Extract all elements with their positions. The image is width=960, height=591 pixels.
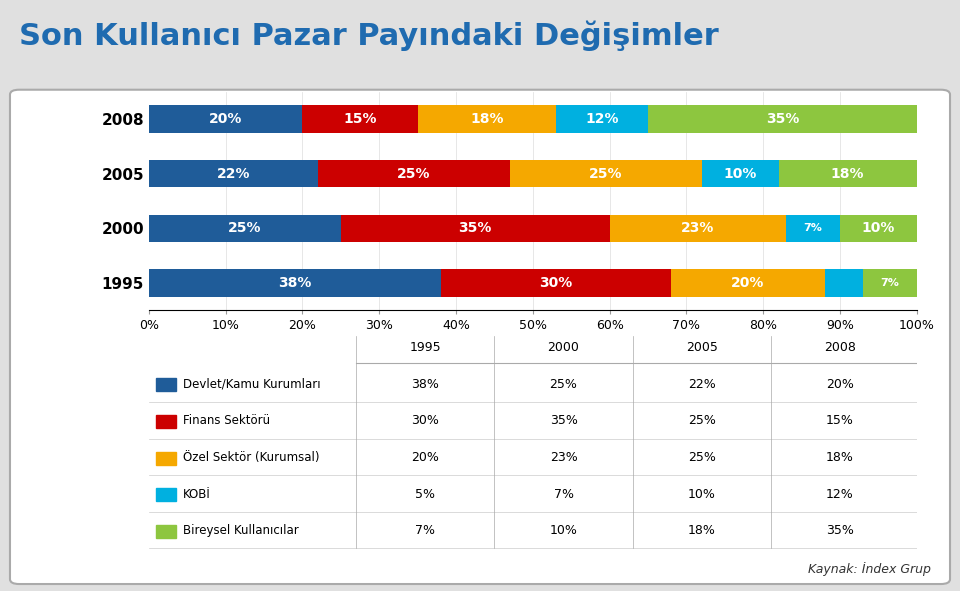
FancyBboxPatch shape (10, 90, 950, 584)
Bar (318, 160, 510, 187)
Text: 20%: 20% (209, 112, 242, 126)
Text: 38%: 38% (411, 378, 440, 391)
Text: 10%: 10% (862, 221, 895, 235)
Bar (610, 215, 786, 242)
Text: 7%: 7% (554, 488, 573, 501)
Bar (156, 488, 176, 501)
Text: 25%: 25% (228, 221, 261, 235)
Text: Bireysel Kullanıcılar: Bireysel Kullanıcılar (183, 524, 300, 537)
Text: 20%: 20% (732, 276, 764, 290)
Bar (149, 160, 318, 187)
Text: 22%: 22% (688, 378, 715, 391)
Text: Devlet/Kamu Kurumları: Devlet/Kamu Kurumları (183, 378, 321, 391)
Bar (863, 269, 917, 297)
Bar (156, 378, 176, 391)
Bar (779, 160, 917, 187)
Bar (510, 160, 702, 187)
Text: 10%: 10% (549, 524, 578, 537)
Text: 7%: 7% (804, 223, 823, 233)
Bar (786, 215, 840, 242)
Text: 30%: 30% (411, 414, 440, 427)
Text: 35%: 35% (459, 221, 492, 235)
Bar (648, 105, 917, 132)
Text: 2005: 2005 (685, 341, 718, 354)
Bar (302, 105, 418, 132)
Text: Özel Sektör (Kurumsal): Özel Sektör (Kurumsal) (183, 451, 320, 464)
Text: 25%: 25% (397, 167, 430, 181)
Text: 35%: 35% (766, 112, 799, 126)
Text: 18%: 18% (687, 524, 716, 537)
Text: 23%: 23% (550, 451, 577, 464)
Bar (149, 269, 441, 297)
Bar (702, 160, 779, 187)
Text: 20%: 20% (411, 451, 440, 464)
Bar (418, 105, 556, 132)
Text: 35%: 35% (826, 524, 854, 537)
Bar (149, 215, 341, 242)
Bar (825, 269, 863, 297)
Text: Finans Sektörü: Finans Sektörü (183, 414, 271, 427)
Bar (840, 215, 917, 242)
Text: 25%: 25% (687, 414, 716, 427)
Bar (156, 452, 176, 465)
Text: 15%: 15% (826, 414, 854, 427)
Text: 1995: 1995 (410, 341, 441, 354)
Bar (149, 105, 302, 132)
Bar (156, 525, 176, 538)
Text: 12%: 12% (827, 488, 853, 501)
Text: 18%: 18% (826, 451, 854, 464)
Text: 12%: 12% (586, 112, 618, 126)
Text: 25%: 25% (549, 378, 578, 391)
Text: 25%: 25% (687, 451, 716, 464)
Text: 35%: 35% (549, 414, 578, 427)
Text: 18%: 18% (470, 112, 503, 126)
Text: 18%: 18% (831, 167, 864, 181)
Bar (341, 215, 610, 242)
Bar (556, 105, 648, 132)
Text: 25%: 25% (589, 167, 622, 181)
Text: 22%: 22% (217, 167, 250, 181)
Text: KOBİ: KOBİ (183, 488, 211, 501)
Bar (671, 269, 825, 297)
Text: 23%: 23% (682, 221, 714, 235)
Text: 2000: 2000 (547, 341, 580, 354)
Bar (441, 269, 671, 297)
Text: 7%: 7% (416, 524, 435, 537)
Text: Son Kullanıcı Pazar Payındaki Değişimler: Son Kullanıcı Pazar Payındaki Değişimler (19, 20, 719, 51)
Text: 20%: 20% (826, 378, 854, 391)
Text: 30%: 30% (540, 276, 572, 290)
Text: 5%: 5% (416, 488, 435, 501)
Text: 2008: 2008 (824, 341, 856, 354)
Text: 7%: 7% (880, 278, 900, 288)
Text: Kaynak: İndex Grup: Kaynak: İndex Grup (808, 562, 931, 576)
Text: 10%: 10% (687, 488, 716, 501)
Text: 38%: 38% (278, 276, 311, 290)
Text: 10%: 10% (724, 167, 756, 181)
Bar (156, 415, 176, 428)
Text: 15%: 15% (344, 112, 376, 126)
